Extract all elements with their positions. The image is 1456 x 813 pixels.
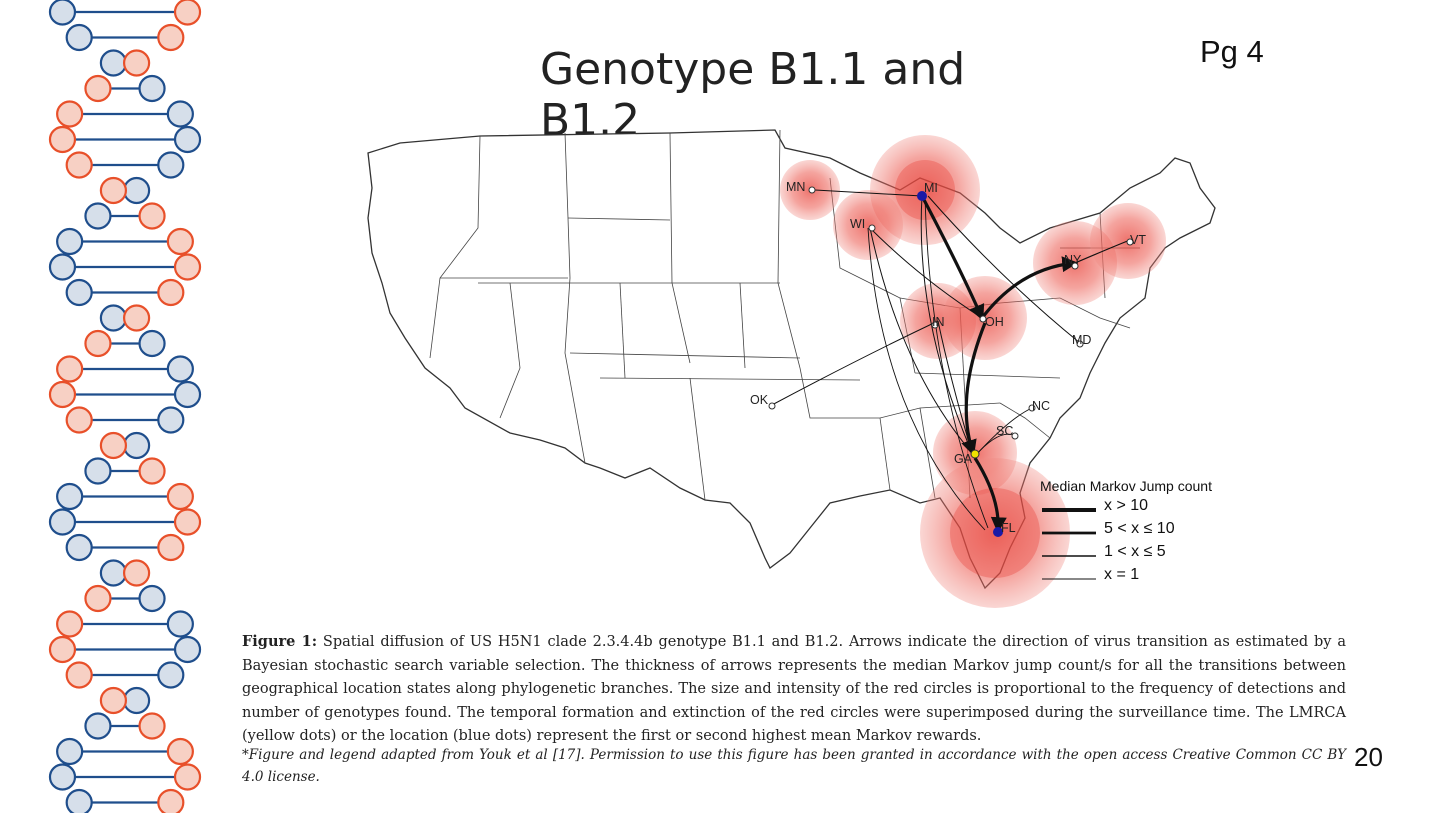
label-mn: MN [786, 180, 805, 194]
dna-node-blue [99, 49, 128, 77]
dna-node-blue [48, 253, 77, 281]
dna-node-red [84, 74, 112, 103]
dna-node-blue [84, 712, 112, 740]
slide-number: 20 [1354, 742, 1383, 772]
dna-node-red [65, 661, 93, 689]
label-vt: VT [1130, 233, 1146, 247]
page-label: Pg 4 [1200, 34, 1264, 69]
state-labels: MN MI WI NY VT IN OH MD OK NC SC GA FL [750, 180, 1146, 535]
dna-node-red [122, 304, 151, 332]
label-sc: SC [996, 424, 1013, 438]
label-wi: WI [850, 217, 865, 231]
dna-node-red [65, 406, 93, 434]
dna-node-red [99, 176, 128, 205]
dna-node-red [173, 253, 202, 281]
dna-node-blue [173, 125, 202, 154]
dna-node-blue [56, 227, 84, 256]
dna-node-blue [56, 737, 84, 766]
dna-node-blue [65, 278, 93, 307]
state-points [768, 186, 1134, 537]
label-ok: OK [750, 393, 769, 407]
dna-node-red [157, 23, 185, 52]
dna-node-blue [157, 151, 185, 179]
dna-node-red [173, 508, 202, 536]
dna-node-red [84, 584, 112, 613]
figure-note: *Figure and legend adapted from Youk et … [242, 747, 1346, 785]
dna-node-blue [48, 508, 77, 536]
legend-item-gt10: x > 10 [1104, 497, 1149, 514]
dna-node-red [138, 712, 166, 740]
dna-node-red [157, 533, 185, 562]
caption-text: Spatial diffusion of US H5N1 clade 2.3.4… [242, 634, 1346, 744]
dna-node-blue [99, 559, 128, 587]
dna-node-red [48, 380, 77, 409]
dna-node-red [122, 49, 151, 77]
label-ny: NY [1064, 253, 1082, 267]
dna-node-blue [122, 176, 151, 205]
dna-node-blue [56, 482, 84, 511]
label-ga: GA [954, 452, 973, 466]
label-mi: MI [924, 181, 938, 195]
dna-node-blue [65, 533, 93, 562]
label-oh: OH [985, 315, 1004, 329]
dna-node-red [166, 737, 194, 766]
transition-arrows [769, 189, 1131, 534]
dna-node-blue [48, 0, 77, 26]
dna-node-blue [166, 355, 194, 383]
dna-node-red [157, 788, 185, 813]
dna-node-red [65, 151, 93, 179]
dna-node-blue [48, 763, 77, 791]
legend-item-1to5: 1 < x ≤ 5 [1104, 543, 1166, 560]
legend-item-5to10: 5 < x ≤ 10 [1104, 520, 1175, 537]
dna-node-red [173, 0, 202, 26]
label-in: IN [932, 315, 945, 329]
dna-node-blue [157, 406, 185, 434]
dna-node-blue [173, 635, 202, 664]
dna-node-red [166, 227, 194, 256]
dna-node-blue [138, 584, 166, 613]
dna-node-blue [84, 202, 112, 230]
dna-helix-decoration [48, 0, 202, 813]
dna-node-blue [65, 23, 93, 52]
dna-node-red [56, 100, 84, 128]
dna-node-red [99, 431, 128, 460]
label-nc: NC [1032, 399, 1050, 413]
legend-lines [1042, 508, 1096, 580]
dna-node-red [99, 686, 128, 715]
legend-item-eq1: x = 1 [1104, 566, 1140, 583]
caption-label: Figure 1: [242, 633, 318, 650]
dna-node-red [166, 482, 194, 511]
dna-node-blue [166, 100, 194, 128]
dna-node-blue [65, 788, 93, 813]
dna-node-blue [138, 329, 166, 358]
dna-node-blue [122, 431, 151, 460]
dna-node-red [157, 278, 185, 307]
dna-node-red [48, 125, 77, 154]
dna-node-blue [84, 457, 112, 485]
dna-node-red [56, 610, 84, 638]
label-fl: FL [1001, 521, 1016, 535]
legend-title: Median Markov Jump count [1040, 478, 1212, 494]
dna-node-red [173, 763, 202, 791]
dna-node-blue [157, 661, 185, 689]
us-diffusion-map: MN MI WI NY VT IN OH MD OK NC SC GA FL [367, 129, 1216, 608]
dna-node-red [84, 329, 112, 358]
dna-node-blue [99, 304, 128, 332]
detection-circles [780, 135, 1166, 608]
dna-node-blue [166, 610, 194, 638]
dna-node-red [138, 457, 166, 485]
label-md: MD [1072, 333, 1091, 347]
figure-caption: Figure 1: Spatial diffusion of US H5N1 c… [242, 630, 1346, 749]
dna-node-red [48, 635, 77, 664]
dna-node-red [138, 202, 166, 230]
circle-mi-inner [895, 160, 955, 220]
dna-node-blue [173, 380, 202, 409]
dna-node-red [122, 559, 151, 587]
dna-node-red [56, 355, 84, 383]
dna-node-blue [122, 686, 151, 715]
dna-node-blue [138, 74, 166, 103]
